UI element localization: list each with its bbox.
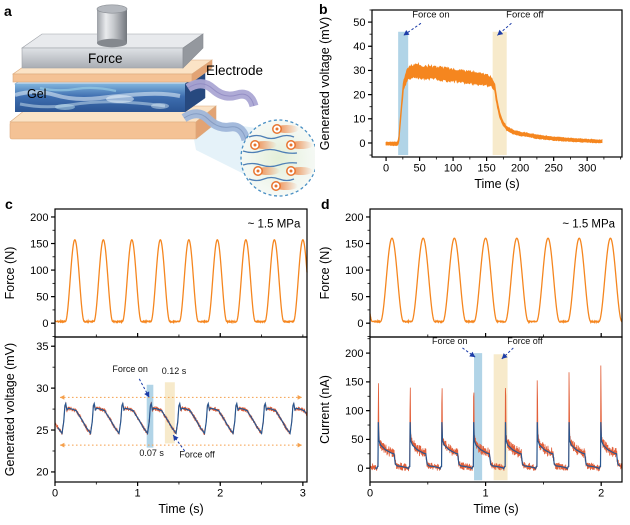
chart-d_bottom: 0 1 2 0 50 100 150 200 Time (s) Current (nA) Force… bbox=[318, 336, 623, 516]
charged-particles bbox=[250, 124, 313, 191]
annotation-text: Force on bbox=[112, 364, 148, 374]
force-label: Force bbox=[88, 51, 123, 66]
svg-text:150: 150 bbox=[345, 238, 363, 250]
svg-text:50: 50 bbox=[413, 163, 425, 175]
svg-text:150: 150 bbox=[477, 163, 495, 175]
series-force bbox=[369, 237, 623, 325]
svg-text:3: 3 bbox=[300, 488, 306, 500]
svg-text:20: 20 bbox=[36, 467, 48, 479]
svg-text:200: 200 bbox=[511, 163, 529, 175]
annotation-text: 0.07 s bbox=[139, 448, 164, 458]
y-axis-label: Generated voltage (mV) bbox=[318, 17, 332, 150]
annotation-arrow bbox=[403, 22, 422, 36]
chart-d_top: 0 50 100 150 200 Force (N) ~ 1.5 MPa bbox=[318, 208, 623, 338]
chart-force-and-current-cycles: 0 50 100 150 200 Force (N) ~ 1.5 MPa 0 1 2 0 50 100 1… bbox=[318, 208, 623, 516]
series-current-mean bbox=[374, 422, 621, 470]
svg-text:50: 50 bbox=[353, 17, 365, 29]
y-axis-label: Force (N) bbox=[3, 247, 17, 300]
panel-label-b: b bbox=[319, 1, 328, 17]
svg-text:50: 50 bbox=[351, 291, 363, 303]
svg-text:100: 100 bbox=[345, 405, 363, 417]
svg-text:0: 0 bbox=[42, 318, 48, 330]
svg-text:200: 200 bbox=[345, 348, 363, 360]
plot-frame bbox=[371, 9, 623, 158]
chart-force-and-voltage-cycles: 0 50 100 150 200 Force (N) ~ 1.5 MPa 0 1 2 3 20 25 30… bbox=[3, 208, 308, 516]
x-axis-label: Time (s) bbox=[474, 177, 519, 191]
annotation-text: Force on bbox=[432, 336, 468, 346]
shaded-band bbox=[474, 353, 483, 481]
svg-text:300: 300 bbox=[578, 163, 596, 175]
gel-microstructure-inset bbox=[240, 119, 315, 197]
chart-c_top: 0 50 100 150 200 Force (N) ~ 1.5 MPa bbox=[3, 208, 308, 338]
annotation-text: Force on bbox=[412, 9, 450, 20]
electrode-ribbon-top bbox=[185, 79, 259, 108]
electrode-ribbon-bottom bbox=[181, 109, 251, 142]
annotation-text: Force off bbox=[506, 9, 544, 20]
panel-label-a: a bbox=[4, 3, 12, 19]
svg-text:150: 150 bbox=[345, 377, 363, 389]
chart-c_bottom: 0 1 2 3 20 25 30 35 Time (s) Generated voltage (m… bbox=[3, 336, 308, 516]
svg-text:100: 100 bbox=[30, 265, 48, 277]
svg-text:35: 35 bbox=[36, 341, 48, 353]
shaded-band bbox=[493, 354, 508, 481]
pressure-note: ~ 1.5 MPa bbox=[248, 219, 301, 231]
svg-text:20: 20 bbox=[353, 89, 365, 101]
bottom-plate bbox=[9, 105, 217, 140]
y-axis-label: Generated voltage (mV) bbox=[3, 343, 17, 476]
svg-text:30: 30 bbox=[36, 383, 48, 395]
svg-text:100: 100 bbox=[444, 163, 462, 175]
svg-text:30: 30 bbox=[353, 65, 365, 77]
svg-text:0: 0 bbox=[357, 318, 363, 330]
svg-text:250: 250 bbox=[544, 163, 562, 175]
svg-text:2: 2 bbox=[217, 488, 223, 500]
device-schematic bbox=[9, 4, 315, 197]
annotation-text: Force off bbox=[179, 450, 215, 460]
svg-text:50: 50 bbox=[351, 434, 363, 446]
plot-frame bbox=[369, 336, 623, 483]
shaded-band bbox=[164, 382, 175, 444]
annotation-text: Force off bbox=[507, 336, 543, 346]
panel-label-c: c bbox=[5, 196, 13, 212]
x-axis-label: Time (s) bbox=[473, 502, 518, 516]
gel-label: Gel bbox=[27, 87, 47, 101]
svg-text:1: 1 bbox=[483, 488, 489, 500]
svg-text:0: 0 bbox=[357, 463, 363, 475]
annotation-arrow bbox=[172, 434, 186, 452]
x-axis-label: Time (s) bbox=[158, 502, 203, 516]
press-cylinder bbox=[96, 4, 128, 48]
panel-label-d: d bbox=[321, 196, 330, 212]
pressure-note: ~ 1.5 MPa bbox=[562, 219, 615, 231]
svg-text:150: 150 bbox=[30, 238, 48, 250]
chart-voltage-vs-time: 0 50 100 150 200 250 300 0 10 20 30 40 50 Time (s) Gen… bbox=[318, 9, 623, 191]
svg-text:0: 0 bbox=[359, 138, 365, 150]
zoom-beam bbox=[190, 118, 256, 178]
chart-b: 0 50 100 150 200 250 300 0 10 20 30 40 50 Time (s) Gen… bbox=[318, 9, 623, 191]
electrode-label: Electrode bbox=[206, 63, 264, 78]
svg-text:200: 200 bbox=[30, 212, 48, 224]
series-force bbox=[54, 239, 308, 325]
svg-text:0: 0 bbox=[367, 488, 373, 500]
annotation-arrow bbox=[138, 378, 150, 398]
svg-text:40: 40 bbox=[353, 41, 365, 53]
svg-text:0: 0 bbox=[383, 163, 389, 175]
svg-text:2: 2 bbox=[598, 488, 604, 500]
series-generated-voltage bbox=[385, 61, 603, 147]
y-axis-label: Current (nA) bbox=[318, 375, 332, 444]
svg-text:200: 200 bbox=[345, 212, 363, 224]
svg-text:10: 10 bbox=[353, 114, 365, 126]
annotation-text: 0.12 s bbox=[162, 366, 187, 376]
svg-text:25: 25 bbox=[36, 425, 48, 437]
plot-frame bbox=[54, 336, 308, 483]
series-voltage-mean bbox=[57, 401, 307, 435]
svg-text:1: 1 bbox=[135, 488, 141, 500]
svg-text:0: 0 bbox=[52, 488, 58, 500]
y-axis-label: Force (N) bbox=[318, 247, 332, 300]
svg-text:100: 100 bbox=[345, 265, 363, 277]
svg-text:50: 50 bbox=[36, 291, 48, 303]
